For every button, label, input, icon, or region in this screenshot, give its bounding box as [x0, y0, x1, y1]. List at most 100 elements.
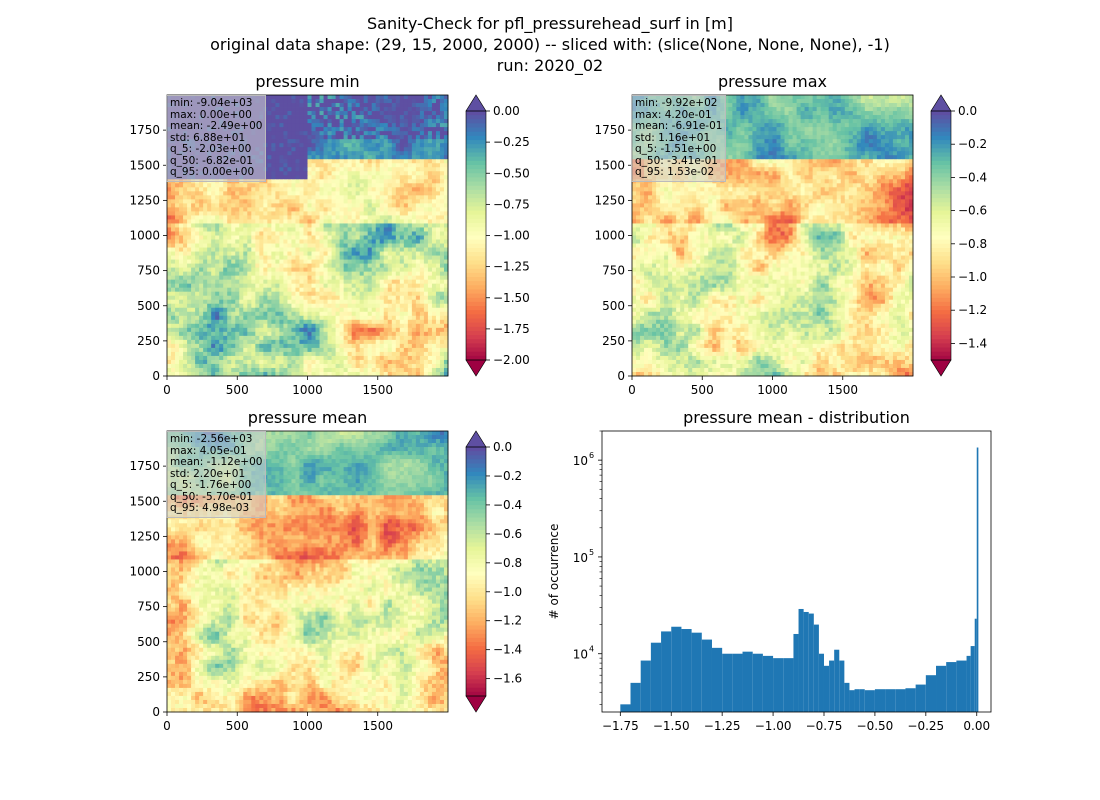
heatmap-cell [363, 307, 369, 313]
heatmap-cell [207, 183, 212, 188]
heatmap-cell [379, 155, 385, 160]
heatmap-cell [347, 359, 353, 365]
heatmap-cell [211, 191, 216, 196]
heatmap-cell [427, 367, 433, 373]
heatmap-cell [403, 291, 409, 297]
heatmap-cell [407, 347, 413, 353]
heatmap-cell [355, 331, 361, 337]
heatmap-cell [291, 123, 296, 128]
colorbar-segment [466, 289, 486, 295]
heatmap-cell [343, 191, 349, 196]
heatmap-cell [339, 343, 345, 349]
heatmap-cell [323, 319, 328, 325]
heatmap-cell [403, 139, 409, 144]
heatmap-cell [299, 223, 304, 228]
heatmap-cell [427, 287, 433, 293]
heatmap-cell [195, 255, 200, 260]
heatmap-cell [267, 155, 272, 160]
heatmap-cell [363, 303, 369, 309]
heatmap-cell [171, 183, 176, 188]
heatmap-cell [175, 191, 180, 196]
heatmap-cell [419, 283, 425, 289]
heatmap-cell [303, 283, 308, 289]
heatmap-cell [287, 211, 292, 216]
heatmap-cell [315, 143, 320, 148]
heatmap-cell [303, 319, 308, 325]
heatmap-cell [311, 291, 316, 297]
heatmap-cell [259, 279, 264, 285]
heatmap-cell [255, 227, 260, 232]
heatmap-cell [263, 343, 268, 349]
heatmap-cell [175, 267, 180, 273]
heatmap-cell [359, 151, 365, 156]
heatmap-cell [243, 339, 248, 345]
heatmap-cell [211, 371, 216, 377]
heatmap-cell [403, 259, 409, 264]
heatmap-cell [263, 279, 268, 285]
heatmap-cell [211, 199, 216, 204]
heatmap-cell [347, 191, 353, 196]
heatmap-cell [191, 363, 196, 369]
heatmap-cell [423, 107, 429, 112]
heatmap-cell [207, 251, 212, 256]
heatmap-cell [299, 239, 304, 244]
heatmap-cell [387, 99, 393, 104]
heatmap-cell [243, 355, 248, 361]
heatmap-cell [291, 195, 296, 200]
heatmap-cell [431, 195, 437, 200]
heatmap-cell [219, 299, 224, 305]
heatmap-cell [403, 275, 409, 281]
heatmap-cell [211, 275, 216, 281]
heatmap-cell [191, 307, 196, 313]
heatmap-cell [395, 355, 401, 361]
heatmap-cell [439, 251, 445, 256]
heatmap-cell [271, 147, 276, 152]
heatmap-cell [303, 179, 308, 184]
heatmap-cell [275, 359, 280, 365]
heatmap-cell [299, 271, 304, 277]
heatmap-cell [255, 251, 260, 256]
heatmap-cell [411, 255, 417, 260]
heatmap-cell [399, 327, 405, 333]
heatmap-cell [371, 243, 377, 248]
heatmap-cell [443, 99, 449, 104]
heatmap-cell [207, 363, 212, 369]
heatmap-cell [271, 151, 276, 156]
heatmap-cell [171, 247, 176, 252]
heatmap-cell [295, 287, 300, 293]
heatmap-cell [403, 335, 409, 341]
heatmap-cell [227, 311, 232, 317]
heatmap-cell [343, 371, 349, 377]
heatmap-cell [435, 259, 441, 264]
heatmap-cell [255, 219, 260, 224]
heatmap-cell [179, 247, 184, 252]
heatmap-cell [439, 119, 445, 124]
heatmap-cell [235, 359, 240, 365]
heatmap-cell [435, 263, 441, 269]
heatmap-cell [307, 279, 312, 285]
heatmap-cell [435, 343, 441, 349]
heatmap-cell [427, 259, 433, 264]
heatmap-cell [179, 195, 184, 200]
heatmap-cell [287, 135, 292, 140]
heatmap-cell [295, 363, 300, 369]
heatmap-cell [259, 303, 264, 309]
heatmap-cell [315, 363, 320, 369]
heatmap-cell [327, 263, 332, 269]
heatmap-cell [251, 335, 256, 341]
heatmap-cell [203, 195, 208, 200]
heatmap-cell [267, 259, 272, 264]
heatmap-cell [363, 151, 369, 156]
heatmap-cell [323, 95, 328, 100]
heatmap-cell [303, 363, 308, 369]
heatmap-cell [371, 371, 377, 377]
heatmap-cell [403, 267, 409, 273]
heatmap-cell [363, 355, 369, 361]
heatmap-cell [411, 203, 417, 208]
heatmap-cell [227, 267, 232, 273]
heatmap-cell [363, 159, 369, 164]
heatmap-cell [347, 339, 353, 345]
heatmap-cell [303, 331, 308, 337]
heatmap-cell [203, 271, 208, 277]
heatmap-cell [415, 111, 421, 116]
